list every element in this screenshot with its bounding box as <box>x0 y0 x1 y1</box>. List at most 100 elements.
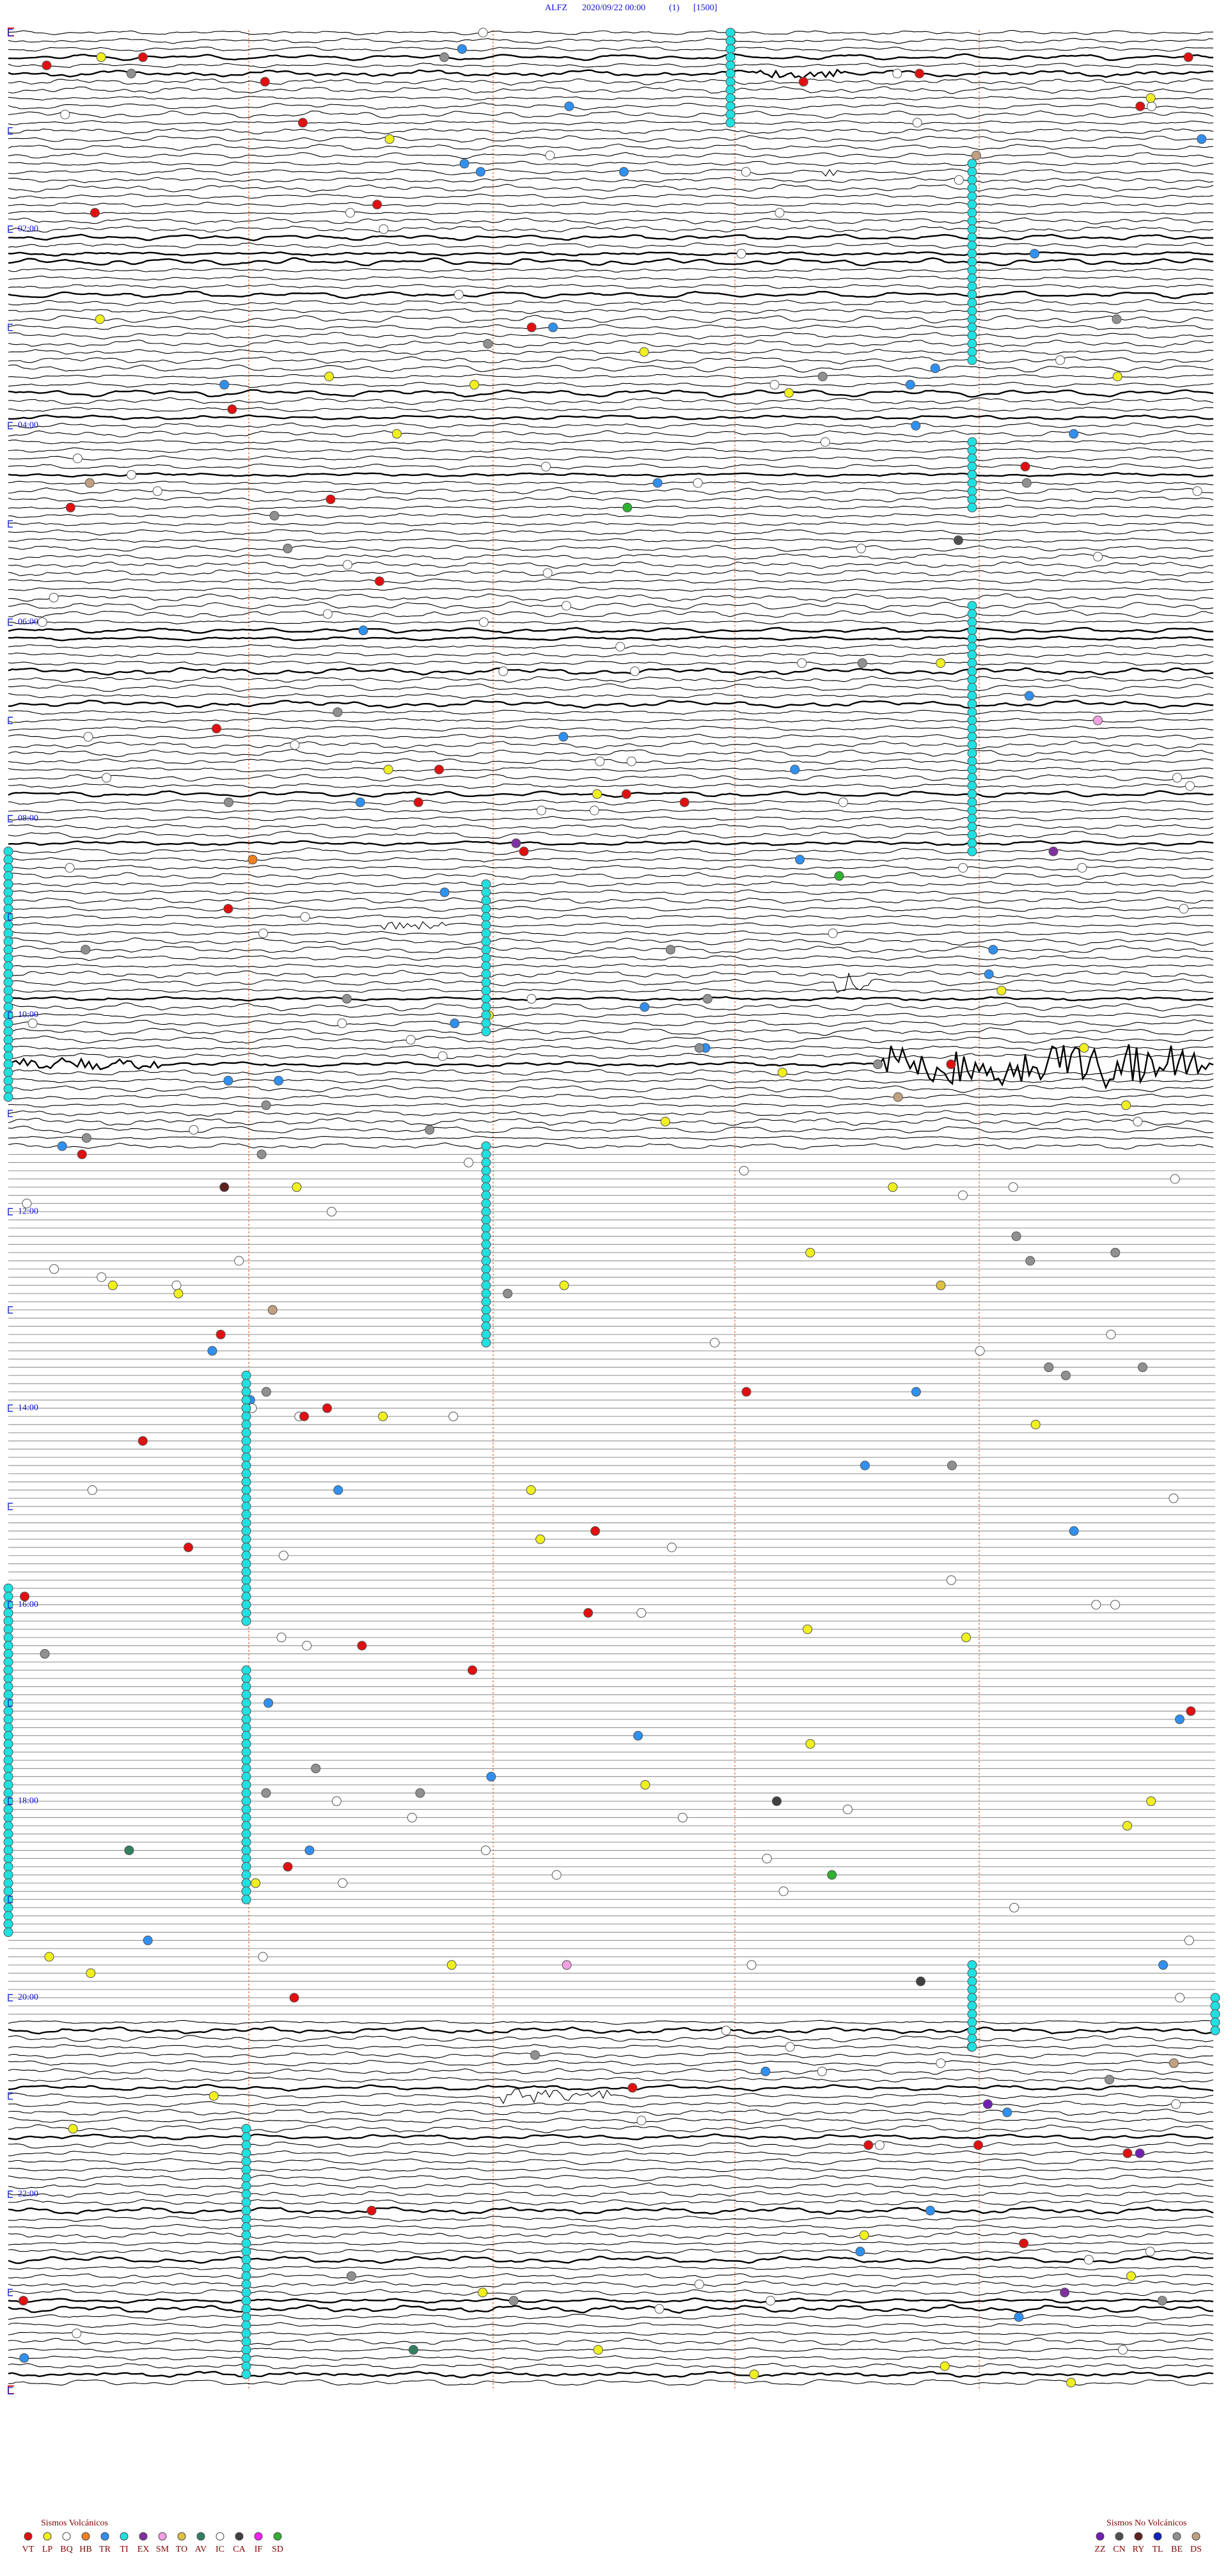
event <box>3 846 13 857</box>
event <box>967 805 977 816</box>
trace <box>8 46 1214 52</box>
hour-tick <box>8 1503 13 1510</box>
event <box>3 1812 13 1822</box>
event <box>797 658 807 668</box>
event <box>3 1018 13 1029</box>
event <box>3 1583 13 1593</box>
trace <box>8 2051 1214 2058</box>
event <box>481 1313 491 1324</box>
event <box>1066 2378 1076 2388</box>
event <box>967 265 977 275</box>
trace <box>8 63 1214 68</box>
legend-marker <box>24 2532 33 2541</box>
trace <box>8 422 1214 429</box>
event <box>1093 551 1103 562</box>
event <box>333 707 343 717</box>
event <box>22 1198 32 1208</box>
trace <box>8 699 1214 709</box>
event <box>967 846 977 857</box>
event <box>665 945 675 955</box>
event <box>725 77 736 87</box>
event <box>342 560 352 570</box>
event <box>241 2337 251 2347</box>
trace <box>8 683 1214 692</box>
trace <box>8 177 1214 184</box>
event <box>982 2099 993 2109</box>
trace <box>8 1135 1214 1141</box>
trace <box>8 1085 1214 1093</box>
trace <box>8 2019 1214 2025</box>
trace <box>8 2280 1214 2289</box>
trace <box>8 397 1214 406</box>
trace <box>8 2215 1214 2222</box>
event <box>241 1878 251 1888</box>
legend-label: RY <box>1133 2545 1145 2554</box>
event <box>967 633 977 644</box>
trace <box>8 627 1213 634</box>
trace <box>8 2231 1214 2240</box>
trace <box>8 521 1214 526</box>
event <box>967 691 977 701</box>
event <box>480 1845 491 1856</box>
trace <box>8 529 1214 536</box>
event <box>967 723 977 734</box>
event <box>785 2042 795 2052</box>
hour-label: 14:00 <box>18 1403 38 1413</box>
event <box>967 1960 977 1970</box>
event <box>481 896 491 906</box>
trace <box>8 496 1214 503</box>
event <box>241 2279 251 2289</box>
event <box>241 2124 251 2134</box>
trace <box>8 86 1214 95</box>
event <box>357 1641 367 1651</box>
event <box>3 945 13 955</box>
trace <box>8 2133 1214 2141</box>
event <box>3 936 13 947</box>
trace <box>8 2083 1214 2092</box>
event <box>481 1329 491 1339</box>
trace <box>8 1093 1214 1101</box>
event <box>640 1002 650 1012</box>
event <box>3 1805 13 1815</box>
event <box>241 1452 251 1462</box>
event <box>241 1370 251 1380</box>
event <box>481 977 491 988</box>
hour-tick <box>8 1404 13 1412</box>
event <box>1145 2247 1155 2257</box>
event <box>967 699 977 709</box>
legend-label: TR <box>99 2545 111 2554</box>
event <box>915 68 925 79</box>
event <box>1133 1116 1143 1126</box>
trace <box>8 2108 1214 2116</box>
event <box>3 977 13 988</box>
event <box>967 2009 977 2019</box>
event <box>593 2344 603 2355</box>
trace <box>8 257 1214 267</box>
event <box>1055 355 1066 365</box>
event <box>241 1771 251 1782</box>
event <box>590 1526 601 1536</box>
trace <box>8 2266 1214 2271</box>
event <box>640 1780 650 1790</box>
trace <box>8 921 1214 930</box>
event <box>1138 1362 1147 1372</box>
trace <box>8 2076 1214 2083</box>
event <box>171 1280 182 1290</box>
event <box>1135 2148 1145 2158</box>
event <box>241 2197 251 2208</box>
trace <box>8 217 1214 225</box>
legend-label: IC <box>216 2545 224 2554</box>
hour-tick <box>8 2092 13 2100</box>
event <box>434 764 444 775</box>
event <box>241 1894 251 1904</box>
event <box>583 1608 594 1618</box>
trace <box>8 283 1214 290</box>
event <box>366 2206 377 2216</box>
trace <box>8 1027 1214 1036</box>
event <box>478 2288 488 2298</box>
event <box>3 1771 13 1782</box>
event <box>3 1829 13 1839</box>
trace <box>8 872 1214 880</box>
trace <box>8 225 1214 233</box>
event <box>241 2156 251 2167</box>
